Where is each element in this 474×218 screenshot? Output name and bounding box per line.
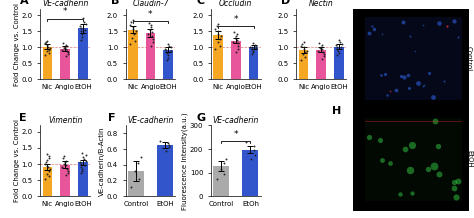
Text: *: * <box>234 130 238 139</box>
Text: C: C <box>196 0 204 6</box>
Text: G: G <box>196 113 205 123</box>
Bar <box>128 30 137 80</box>
Title: Nectin: Nectin <box>309 0 334 8</box>
Y-axis label: Fold Change vs. Control: Fold Change vs. Control <box>14 3 20 86</box>
Bar <box>231 41 241 80</box>
Text: *: * <box>234 15 238 24</box>
Text: B: B <box>111 0 119 6</box>
Bar <box>316 49 326 80</box>
Title: Occludin: Occludin <box>219 0 253 8</box>
Bar <box>213 35 223 80</box>
Title: Vimentin: Vimentin <box>48 116 82 125</box>
Text: Control: Control <box>466 46 472 72</box>
Bar <box>43 47 52 80</box>
Bar <box>213 166 229 196</box>
Bar <box>146 33 155 80</box>
Bar <box>334 47 344 80</box>
Text: D: D <box>282 0 291 6</box>
Y-axis label: Fluorescence Intensity(a.u.): Fluorescence Intensity(a.u.) <box>182 112 189 210</box>
Text: A: A <box>19 0 28 6</box>
Bar <box>78 162 88 196</box>
Text: H: H <box>332 106 341 116</box>
Bar <box>60 49 70 80</box>
Bar <box>43 167 52 196</box>
Title: VE-cadherin: VE-cadherin <box>42 0 88 8</box>
Bar <box>242 150 258 196</box>
Text: EtOH: EtOH <box>466 150 472 168</box>
Text: F: F <box>108 113 116 123</box>
Text: *: * <box>148 10 153 19</box>
Text: *: * <box>63 7 67 16</box>
Y-axis label: VE-cadherin/B-Actin: VE-cadherin/B-Actin <box>100 126 105 196</box>
Bar <box>128 171 144 196</box>
Bar <box>157 145 173 196</box>
Bar <box>78 28 88 80</box>
Bar <box>164 50 173 80</box>
Title: Claudin-7: Claudin-7 <box>132 0 169 8</box>
Y-axis label: Fold Change vs. Control: Fold Change vs. Control <box>14 119 20 202</box>
Bar <box>249 47 258 80</box>
Title: VE-cadherin: VE-cadherin <box>128 116 173 125</box>
Title: VE-cadherin: VE-cadherin <box>213 116 259 125</box>
Text: E: E <box>19 113 27 123</box>
Bar <box>60 165 70 196</box>
Bar <box>299 50 309 80</box>
